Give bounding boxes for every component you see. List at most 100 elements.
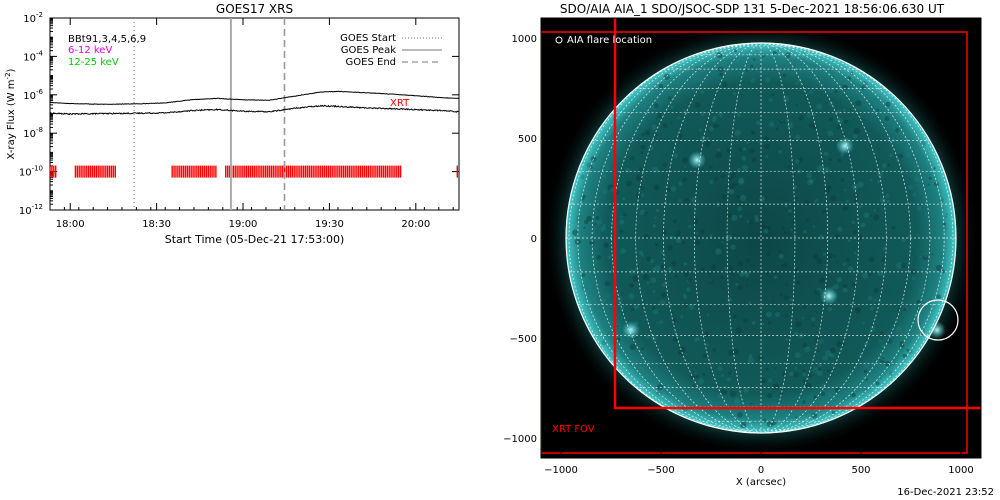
disk-texture xyxy=(794,265,797,269)
disk-texture xyxy=(757,359,760,362)
disk-texture xyxy=(672,317,678,323)
disk-texture xyxy=(630,307,635,312)
disk-texture xyxy=(708,179,714,185)
disk-texture xyxy=(868,272,872,276)
disk-texture xyxy=(835,260,839,264)
disk-texture xyxy=(864,386,869,392)
disk-texture xyxy=(683,293,686,297)
disk-texture xyxy=(795,196,798,200)
disk-texture xyxy=(746,140,750,144)
disk-texture xyxy=(675,234,680,238)
disk-texture xyxy=(700,111,705,116)
disk-texture xyxy=(694,102,701,108)
longitude-line xyxy=(760,42,931,434)
longitude-line xyxy=(693,42,762,434)
disk-texture xyxy=(934,284,937,287)
disk-texture xyxy=(641,132,645,136)
disk-texture xyxy=(679,346,686,353)
channel-high-label: 12-25 keV xyxy=(68,57,119,68)
disk-texture xyxy=(905,152,912,158)
disk-texture xyxy=(801,317,805,320)
disk-texture xyxy=(876,352,880,356)
disk-texture xyxy=(605,166,610,171)
disk-texture xyxy=(887,163,891,167)
disk-texture xyxy=(702,353,708,358)
goes-y-tick-label: 10-10 xyxy=(19,165,43,179)
disk-texture xyxy=(656,389,663,396)
disk-texture xyxy=(890,359,896,366)
disk-texture xyxy=(629,269,635,275)
disk-texture xyxy=(621,306,625,310)
disk-texture xyxy=(731,272,736,276)
disk-texture xyxy=(717,245,720,248)
disk-texture xyxy=(897,307,902,312)
disk-texture xyxy=(945,212,949,216)
disk-texture xyxy=(846,257,850,262)
aia-y-tick-label: −1000 xyxy=(503,434,537,445)
disk-texture xyxy=(770,419,777,426)
disk-texture xyxy=(814,200,817,203)
disk-texture xyxy=(775,127,779,131)
disk-texture xyxy=(840,178,845,182)
disk-texture xyxy=(583,226,586,230)
aia-x-tick-label: 0 xyxy=(758,465,764,476)
disk-texture xyxy=(766,421,774,428)
disk-texture xyxy=(719,72,723,77)
disk-texture xyxy=(653,184,660,191)
disk-texture xyxy=(619,229,624,234)
disk-texture xyxy=(862,387,867,392)
disk-texture xyxy=(736,112,741,117)
flare-location-circle xyxy=(917,299,959,341)
disk-texture xyxy=(834,387,841,393)
disk-texture xyxy=(829,175,832,178)
disk-texture xyxy=(842,287,848,293)
disk-texture xyxy=(853,251,857,255)
disk-texture xyxy=(783,295,789,301)
disk-texture xyxy=(732,314,737,319)
disk-texture xyxy=(768,227,771,230)
disk-texture xyxy=(717,393,723,399)
disk-texture xyxy=(661,282,668,288)
disk-texture xyxy=(941,225,948,232)
disk-texture xyxy=(857,181,864,188)
disk-texture xyxy=(704,141,711,148)
disk-texture xyxy=(602,174,606,179)
disk-texture xyxy=(704,64,709,69)
disk-texture xyxy=(684,165,687,168)
disk-texture xyxy=(705,136,710,141)
disk-texture xyxy=(873,298,877,302)
disk-texture xyxy=(602,174,605,177)
disk-texture xyxy=(589,165,593,169)
disk-texture xyxy=(695,374,699,378)
disk-texture xyxy=(924,253,928,258)
disk-texture xyxy=(834,90,838,94)
disk-texture xyxy=(692,384,696,388)
disk-texture xyxy=(772,300,775,303)
disk-texture xyxy=(688,303,695,310)
legend-label-goes-end: GOES End xyxy=(346,57,396,68)
disk-texture xyxy=(601,340,607,345)
disk-texture xyxy=(714,176,719,182)
instrument-overlap-label: BBt91,3,4,5,6,9 xyxy=(68,34,146,45)
disk-texture xyxy=(792,308,795,311)
disk-texture xyxy=(659,299,666,306)
disk-texture xyxy=(821,277,826,282)
disk-texture xyxy=(658,83,664,89)
disk-texture xyxy=(817,165,823,172)
disk-texture xyxy=(751,321,756,325)
disk-texture xyxy=(877,171,883,178)
disk-texture xyxy=(879,359,883,363)
disk-texture xyxy=(862,272,869,279)
disk-texture xyxy=(721,401,725,405)
disk-texture xyxy=(881,257,886,262)
disk-texture xyxy=(829,353,834,358)
disk-texture xyxy=(644,213,648,217)
disk-texture xyxy=(721,81,728,87)
disk-texture xyxy=(780,119,783,122)
goes-y-tick-label: 10-8 xyxy=(23,126,43,140)
disk-texture xyxy=(885,101,891,107)
disk-texture xyxy=(799,70,803,74)
disk-texture xyxy=(726,234,732,241)
disk-texture xyxy=(582,194,586,198)
disk-texture xyxy=(721,194,727,200)
